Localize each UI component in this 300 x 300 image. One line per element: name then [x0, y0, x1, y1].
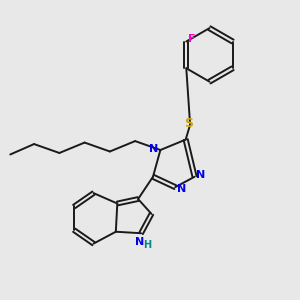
Text: N: N — [135, 236, 144, 247]
Text: H: H — [144, 239, 152, 250]
Text: N: N — [177, 184, 186, 194]
Text: N: N — [149, 143, 158, 154]
Text: S: S — [184, 117, 193, 130]
Text: N: N — [196, 170, 206, 180]
Text: F: F — [188, 34, 196, 44]
